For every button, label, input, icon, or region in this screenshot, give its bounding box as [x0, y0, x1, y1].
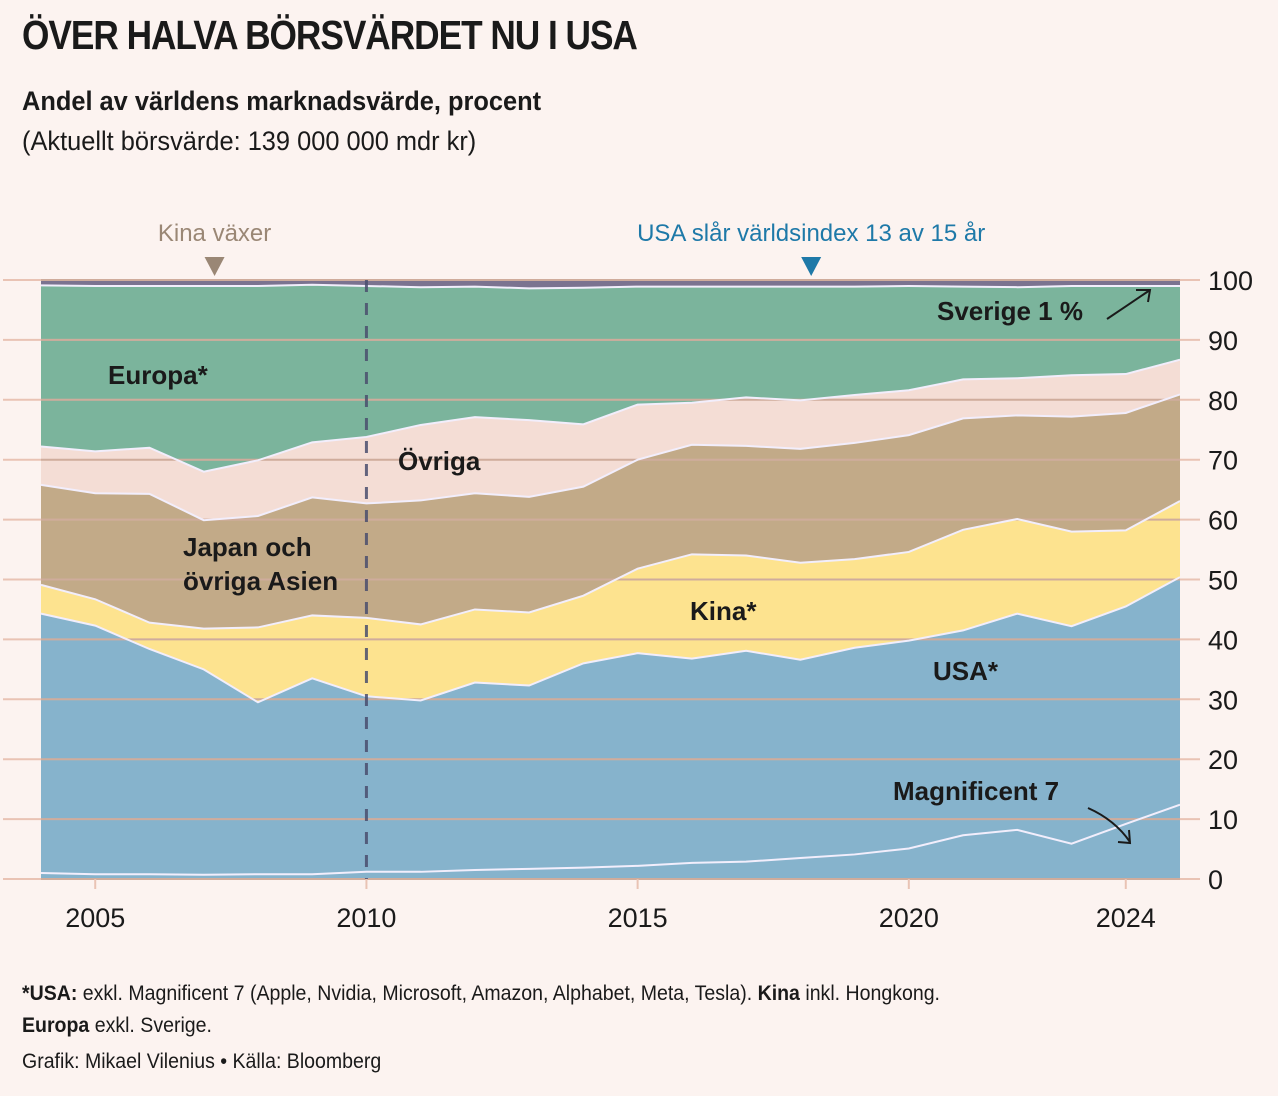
boundary-line	[40, 393, 1181, 522]
stacked-area-chart: 0 10 20 30 40 50 60 70 80 90 100 2005 2010 2015 2020 20…	[3, 220, 1253, 933]
area-usa	[41, 577, 1180, 875]
axes: 0 10 20 30 40 50 60 70 80 90 100 2005 2010 2015 2020 20…	[65, 266, 1253, 933]
chart-title: ÖVER HALVA BÖRSVÄRDET NU I USA	[22, 12, 638, 58]
arrowhead-icon	[1136, 289, 1152, 303]
series-label: Övriga	[398, 446, 481, 476]
footnote-term: Kina	[757, 982, 800, 1005]
series-label: Sverige 1 %	[937, 296, 1083, 326]
chart-note: (Aktuellt börsvärde: 139 000 000 mdr kr)	[22, 126, 477, 156]
arrow-icon	[1106, 289, 1151, 320]
annotations: Kina växer USA slår världsindex 13 av 15 …	[158, 220, 985, 276]
footnote-line-2: Europa exkl. Sverige.	[22, 1010, 940, 1042]
boundary-line	[40, 576, 1181, 704]
arrowhead-icon	[1117, 829, 1132, 845]
x-tick-label: 2020	[879, 903, 939, 933]
y-tick-label: 50	[1208, 566, 1238, 596]
boundary-line	[40, 358, 1181, 473]
series-label: övriga Asien	[183, 566, 338, 596]
series-label: Magnificent 7	[893, 776, 1059, 806]
footnote: *USA: exkl. Magnificent 7 (Apple, Nvidia…	[22, 978, 940, 1042]
arrow-icon	[1087, 807, 1131, 843]
series-label: Japan och	[183, 532, 312, 562]
x-tick-label: 2015	[608, 903, 668, 933]
series-label: Kina*	[690, 596, 757, 626]
boundary-line	[40, 803, 1181, 876]
y-tick-label: 60	[1208, 506, 1238, 536]
area-sverige	[41, 280, 1180, 289]
series-labels: Magnificent 7 USA* Kina* Japan och övriga As…	[108, 289, 1152, 845]
footnote-text: inkl. Hongkong.	[799, 982, 940, 1005]
boundary-line	[40, 283, 1180, 290]
y-tick-label: 70	[1208, 446, 1238, 476]
x-tick-label: 2024	[1096, 903, 1156, 933]
y-tick-label: 30	[1208, 685, 1238, 715]
series-label: USA*	[933, 656, 999, 686]
series-label: Europa*	[108, 360, 209, 390]
footnote-text: exkl. Sverige.	[89, 1014, 212, 1037]
area-magnificent-7	[41, 804, 1180, 879]
footnote-term: Europa	[22, 1014, 90, 1037]
y-tick-label: 100	[1208, 266, 1253, 296]
area-kina	[41, 501, 1180, 703]
x-tick-label: 2010	[336, 903, 396, 933]
annotation-label: USA slår världsindex 13 av 15 år	[637, 220, 985, 247]
area-europa	[41, 284, 1180, 472]
annotation-label: Kina växer	[158, 220, 271, 247]
gridlines	[3, 279, 1200, 880]
boundary-line	[40, 500, 1181, 630]
triangle-down-icon	[801, 257, 822, 276]
x-tick-label: 2005	[65, 903, 125, 933]
footnote-term: *USA:	[22, 982, 78, 1005]
footnote-text: exkl. Magnificent 7 (Apple, Nvidia, Micr…	[77, 982, 758, 1005]
boundary-lines	[40, 283, 1181, 876]
credit: Grafik: Mikael Vilenius • Källa: Bloombe…	[22, 1050, 382, 1073]
y-tick-label: 0	[1208, 865, 1223, 895]
footnote-line-1: *USA: exkl. Magnificent 7 (Apple, Nvidia…	[22, 978, 940, 1010]
y-tick-label: 80	[1208, 386, 1238, 416]
area-japan-och-övriga-asien	[41, 394, 1180, 629]
chart-subtitle: Andel av världens marknadsvärde, procent	[22, 86, 542, 116]
y-tick-label: 10	[1208, 805, 1238, 835]
y-tick-label: 90	[1208, 326, 1238, 356]
triangle-down-icon	[204, 257, 225, 276]
y-tick-label: 40	[1208, 625, 1238, 655]
y-tick-label: 20	[1208, 745, 1238, 775]
